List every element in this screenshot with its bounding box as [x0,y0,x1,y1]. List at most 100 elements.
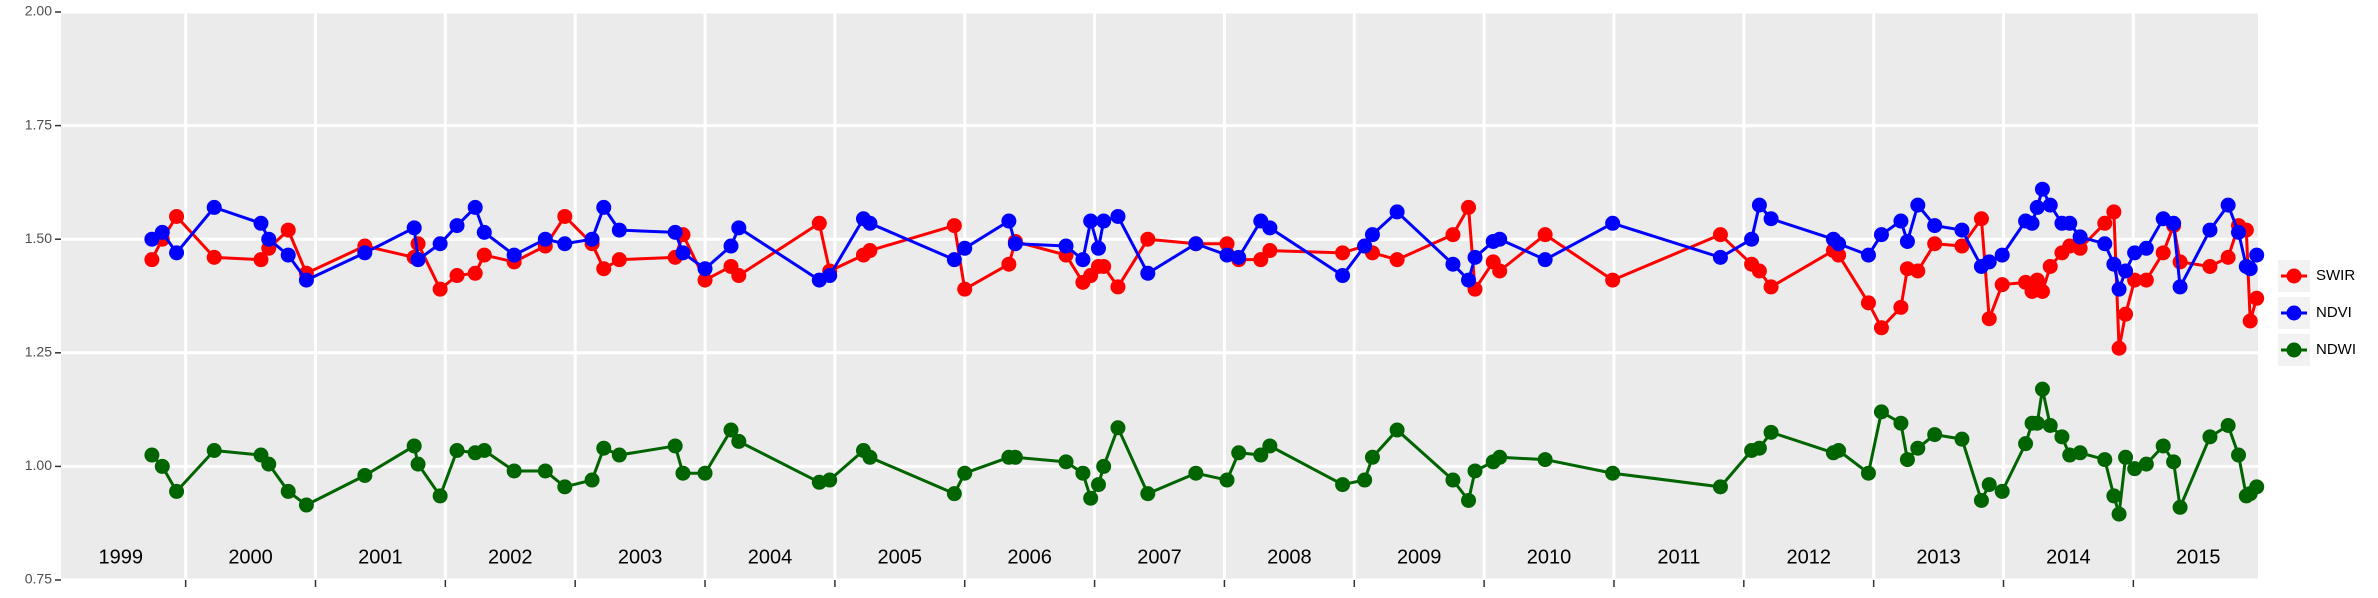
x-tick-label: 2008 [1267,546,1312,568]
data-point [1253,252,1269,268]
data-point [206,249,222,265]
data-point [1467,463,1483,479]
data-point [1110,208,1126,224]
data-point [1860,465,1876,481]
data-point [2166,454,2182,470]
data-point [432,488,448,504]
data-point [731,433,747,449]
data-point [611,222,627,238]
data-point [1712,227,1728,243]
data-point [1994,247,2010,263]
data-point [1364,449,1380,465]
data-point [946,486,962,502]
data-point [1090,240,1106,256]
data-point [1461,492,1477,508]
x-tick-label: 2010 [1527,546,1572,568]
data-point [1605,465,1621,481]
data-point [1262,243,1278,259]
data-point [298,272,314,288]
data-point [2202,258,2218,274]
data-point [1981,477,1997,493]
data-point [432,236,448,252]
data-point [253,215,269,231]
data-point [723,238,739,254]
data-point [1445,472,1461,488]
x-tick-label: 2009 [1397,546,1442,568]
data-point [154,458,170,474]
data-point [2202,222,2218,238]
data-point [2097,452,2113,468]
data-point [206,442,222,458]
x-tick-label: 2013 [1916,546,1961,568]
data-point [449,442,465,458]
data-point [1140,265,1156,281]
data-point [2024,215,2040,231]
data-point [1860,295,1876,311]
data-point [1605,272,1621,288]
data-point [1262,220,1278,236]
data-point [432,281,448,297]
data-point [2097,215,2113,231]
x-tick-label: 2002 [488,546,533,568]
data-point [1231,445,1247,461]
data-point [723,422,739,438]
legend: SWIR NDVI NDWI [2278,260,2356,366]
data-point [280,247,296,263]
data-point [1188,465,1204,481]
data-point [1712,249,1728,265]
data-point [2172,254,2188,270]
data-point [410,456,426,472]
data-point [144,447,160,463]
data-point [1973,211,1989,227]
data-point [2231,447,2247,463]
legend-label: NDWI [2316,341,2356,358]
y-tick-label: 1.25 [25,344,52,360]
data-point [537,231,553,247]
data-point [506,247,522,263]
data-point [144,252,160,268]
data-point [1873,404,1889,420]
data-point [2155,245,2171,261]
data-point [1981,311,1997,327]
data-point [280,222,296,238]
data-point [1831,442,1847,458]
y-tick-label: 1.00 [25,457,52,473]
y-tick-label: 0.75 [25,571,52,587]
data-point [1075,465,1091,481]
data-point [1927,218,1943,234]
data-point [2166,215,2182,231]
data-point [697,272,713,288]
data-point [2127,245,2143,261]
data-point [611,252,627,268]
data-point [675,465,691,481]
legend-marker [2286,342,2302,358]
data-point [1007,449,1023,465]
data-point [731,268,747,284]
data-point [1537,252,1553,268]
data-point [1537,227,1553,243]
data-point [862,449,878,465]
data-point [2042,197,2058,213]
x-tick-label: 2007 [1137,546,1182,568]
data-point [357,467,373,483]
data-point [1910,197,1926,213]
axes: 0.75 1.00 1.25 1.50 1.75 2.00 1999 2000 2001 2002… [25,3,2221,587]
data-point [2106,256,2122,272]
data-point [169,483,185,499]
data-point [1537,452,1553,468]
data-point [1910,263,1926,279]
data-point [2029,415,2045,431]
data-point [1954,222,1970,238]
data-point [1335,477,1351,493]
data-point [1899,452,1915,468]
data-point [2138,456,2154,472]
data-point [1873,320,1889,336]
data-point [1075,252,1091,268]
data-point [1927,236,1943,252]
data-point [1744,231,1760,247]
data-point [1893,299,1909,315]
data-point [2242,313,2258,329]
data-point [253,252,269,268]
